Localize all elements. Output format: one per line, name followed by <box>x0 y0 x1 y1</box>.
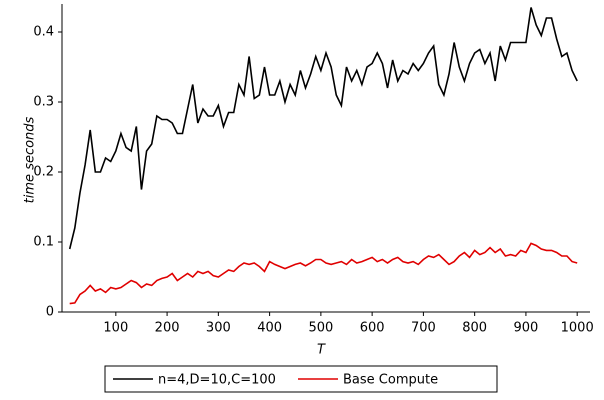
y-tick-label: 0.1 <box>33 235 54 250</box>
legend-box <box>104 365 498 393</box>
y-tick-label: 0.4 <box>33 25 54 40</box>
x-tick-label: 500 <box>308 321 333 336</box>
x-tick-label: 100 <box>103 321 128 336</box>
x-tick-label: 200 <box>155 321 180 336</box>
x-axis-label: T <box>317 343 326 358</box>
data-line <box>68 7 578 250</box>
legend-label: n=4,D=10,C=100 <box>158 373 276 388</box>
legend-label: Base Compute <box>343 373 438 388</box>
x-tick-label: 400 <box>257 321 282 336</box>
x-tick-label: 900 <box>514 321 539 336</box>
y-tick-label: 0 <box>46 305 54 320</box>
x-tick-label: 600 <box>360 321 385 336</box>
y-tick-label: 0.3 <box>33 95 54 110</box>
x-tick-label: 700 <box>411 321 436 336</box>
x-tick-label: 300 <box>206 321 231 336</box>
data-line <box>69 242 578 305</box>
y-tick-label: 0.2 <box>33 165 54 180</box>
x-tick-label: 1000 <box>561 321 594 336</box>
x-tick-label: 800 <box>462 321 487 336</box>
y-axis-label: time seconds <box>23 116 38 203</box>
